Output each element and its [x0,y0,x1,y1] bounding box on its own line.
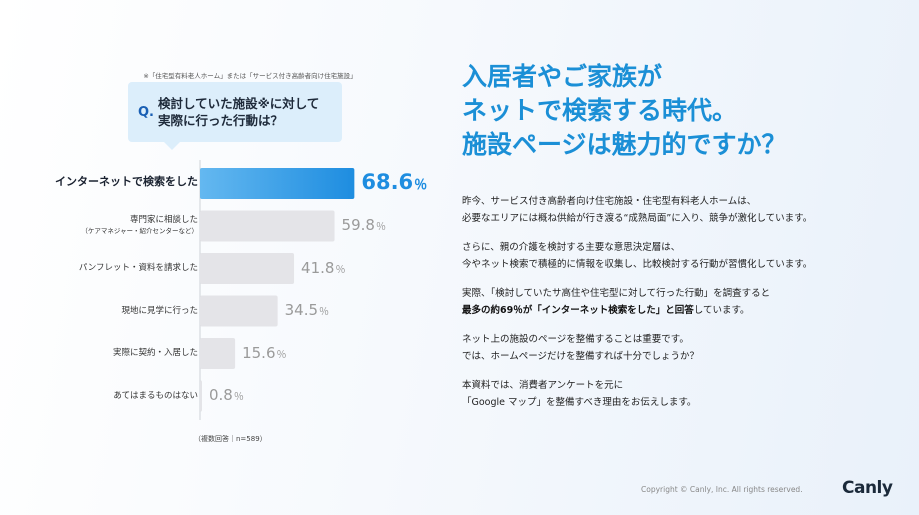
copyright-text: Copyright © Canly, Inc. All rights reser… [641,485,803,494]
value-label-5: 0.8％ [209,386,244,404]
value-number-5: 0.8 [209,386,233,404]
survey-panel: ※「住宅型有料老人ホーム」または「サービス付き高齢者向け住宅施設」 Q. 検討し… [0,0,450,515]
value-unit-0: ％ [414,177,428,193]
paragraph-importance-line-1: ネット上の施設のページを整備することは重要です。 [462,334,689,345]
bar-2 [200,253,295,284]
category-subtitle-1: （ケアマネジャー・紹介センターなど） [81,227,198,235]
value-number-2: 41.8 [301,258,335,277]
facility-footnote: ※「住宅型有料老人ホーム」または「サービス付き高齢者向け住宅施設」 [143,72,357,80]
headline: 入居者やご家族が ネットで検索する時代。 施設ページは魅力的ですか？ [462,60,902,162]
bar-1 [200,210,335,242]
bar-5 [200,380,202,412]
value-unit-5: ％ [233,392,244,403]
headline-line-3: 施設ページは魅力的ですか？ [462,130,787,159]
paragraph-decision-makers: さらに、親の介護を検討する主要な意思決定層は、 今やネット検索で積極的に情報を収… [462,240,902,273]
question-bubble: Q. 検討していた施設※に対して 実際に行った行動は？ [128,82,342,150]
body-text: 昨今、サービス付き高齢者向け住宅施設・住宅型有料老人ホームは、 必要なエリアには… [462,194,902,424]
question-text: 検討していた施設※に対して 実際に行った行動は？ [158,95,319,129]
value-unit-2: ％ [335,264,346,276]
value-label-3: 34.5％ [285,301,329,319]
headline-line-2: ネットで検索する時代。 [462,96,738,125]
paragraph-survey-line-1: 実際、「検討していたサ高住や住宅型に対して行った行動」を調査すると [462,288,771,299]
response-count-note: （複数回答｜n=589） [194,435,267,443]
category-name-5: あてはまるものはない [113,390,198,401]
category-label-1: 専門家に相談した （ケアマネジャー・紹介センターなど） [81,215,198,237]
bar-3 [200,295,278,327]
value-label-4: 15.6％ [242,344,286,362]
value-number-0: 68.6 [361,169,414,194]
category-label-4: 実際に契約・入居した [113,348,198,359]
paragraph-market-line-1: 昨今、サービス付き高齢者向け住宅施設・住宅型有料老人ホームは、 [462,196,757,207]
paragraph-purpose-line-1: 本資料では、消費者アンケートを元に [462,380,624,391]
paragraph-decision-line-2: 今やネット検索で積極的に情報を収集し、比較検討する行動が習慣化しています。 [462,258,813,270]
bar-0 [200,168,355,199]
canly-logo: Canly [842,478,893,498]
paragraph-market-line-2: 必要なエリアには概ね供給が行き渡る“成熟局面”に入り、競争が激化しています。 [462,212,813,224]
value-unit-3: ％ [319,307,330,318]
category-name-3: 現地に見学に行った [121,305,198,316]
category-name-1: 専門家に相談した [129,215,198,225]
question-line-1: 検討していた施設※に対して [158,96,320,111]
category-label-0: インターネットで検索をした [55,176,198,187]
paragraph-decision-line-1: さらに、親の介護を検討する主要な意思決定層は、 [462,242,681,253]
bar-chart-svg [199,160,355,420]
value-number-1: 59.8 [341,216,375,234]
category-label-2: パンフレット・資料を請求した [79,263,198,274]
category-label-5: あてはまるものはない [113,391,198,402]
value-number-4: 15.6 [242,343,276,362]
value-unit-1: ％ [375,222,386,233]
category-name-4: 実際に契約・入居した [112,348,198,358]
value-label-0: 68.6％ [361,170,427,194]
survey-result-highlight: 最多の約69％が「インターネット検索をした」と回答 [462,304,694,316]
paragraph-importance-line-2: では、ホームページだけを整備すれば十分でしょうか？ [462,350,700,362]
value-number-3: 34.5 [284,301,319,319]
value-unit-4: ％ [276,349,287,361]
paragraph-market: 昨今、サービス付き高齢者向け住宅施設・住宅型有料老人ホームは、 必要なエリアには… [462,194,902,227]
category-name-2: パンフレット・資料を請求した [78,263,198,273]
question-mark: Q. [138,104,154,120]
value-label-1: 59.8％ [342,216,386,234]
question-line-2: 実際に行った行動は？ [158,113,284,128]
category-label-3: 現地に見学に行った [121,306,198,317]
headline-line-1: 入居者やご家族が [462,62,663,91]
paragraph-purpose: 本資料では、消費者アンケートを元に 「Google マップ」を整備すべき理由をお… [462,378,902,411]
paragraph-survey-line-2-rest: しています。 [693,304,750,316]
category-name-0: インターネットで検索をした [55,175,198,188]
paragraph-importance: ネット上の施設のページを整備することは重要です。 では、ホームページだけを整備す… [462,332,902,365]
action-bar-chart: インターネットで検索をした 68.6％ 専門家に相談した （ケアマネジャー・紹介センタ… [0,160,450,420]
paragraph-survey-result: 実際、「検討していたサ高住や住宅型に対して行った行動」を調査すると 最多の約69… [462,286,902,319]
paragraph-purpose-line-2: 「Google マップ」を整備すべき理由をお伝えします。 [462,396,697,408]
bar-4 [200,338,236,369]
value-label-2: 41.8％ [301,259,345,277]
